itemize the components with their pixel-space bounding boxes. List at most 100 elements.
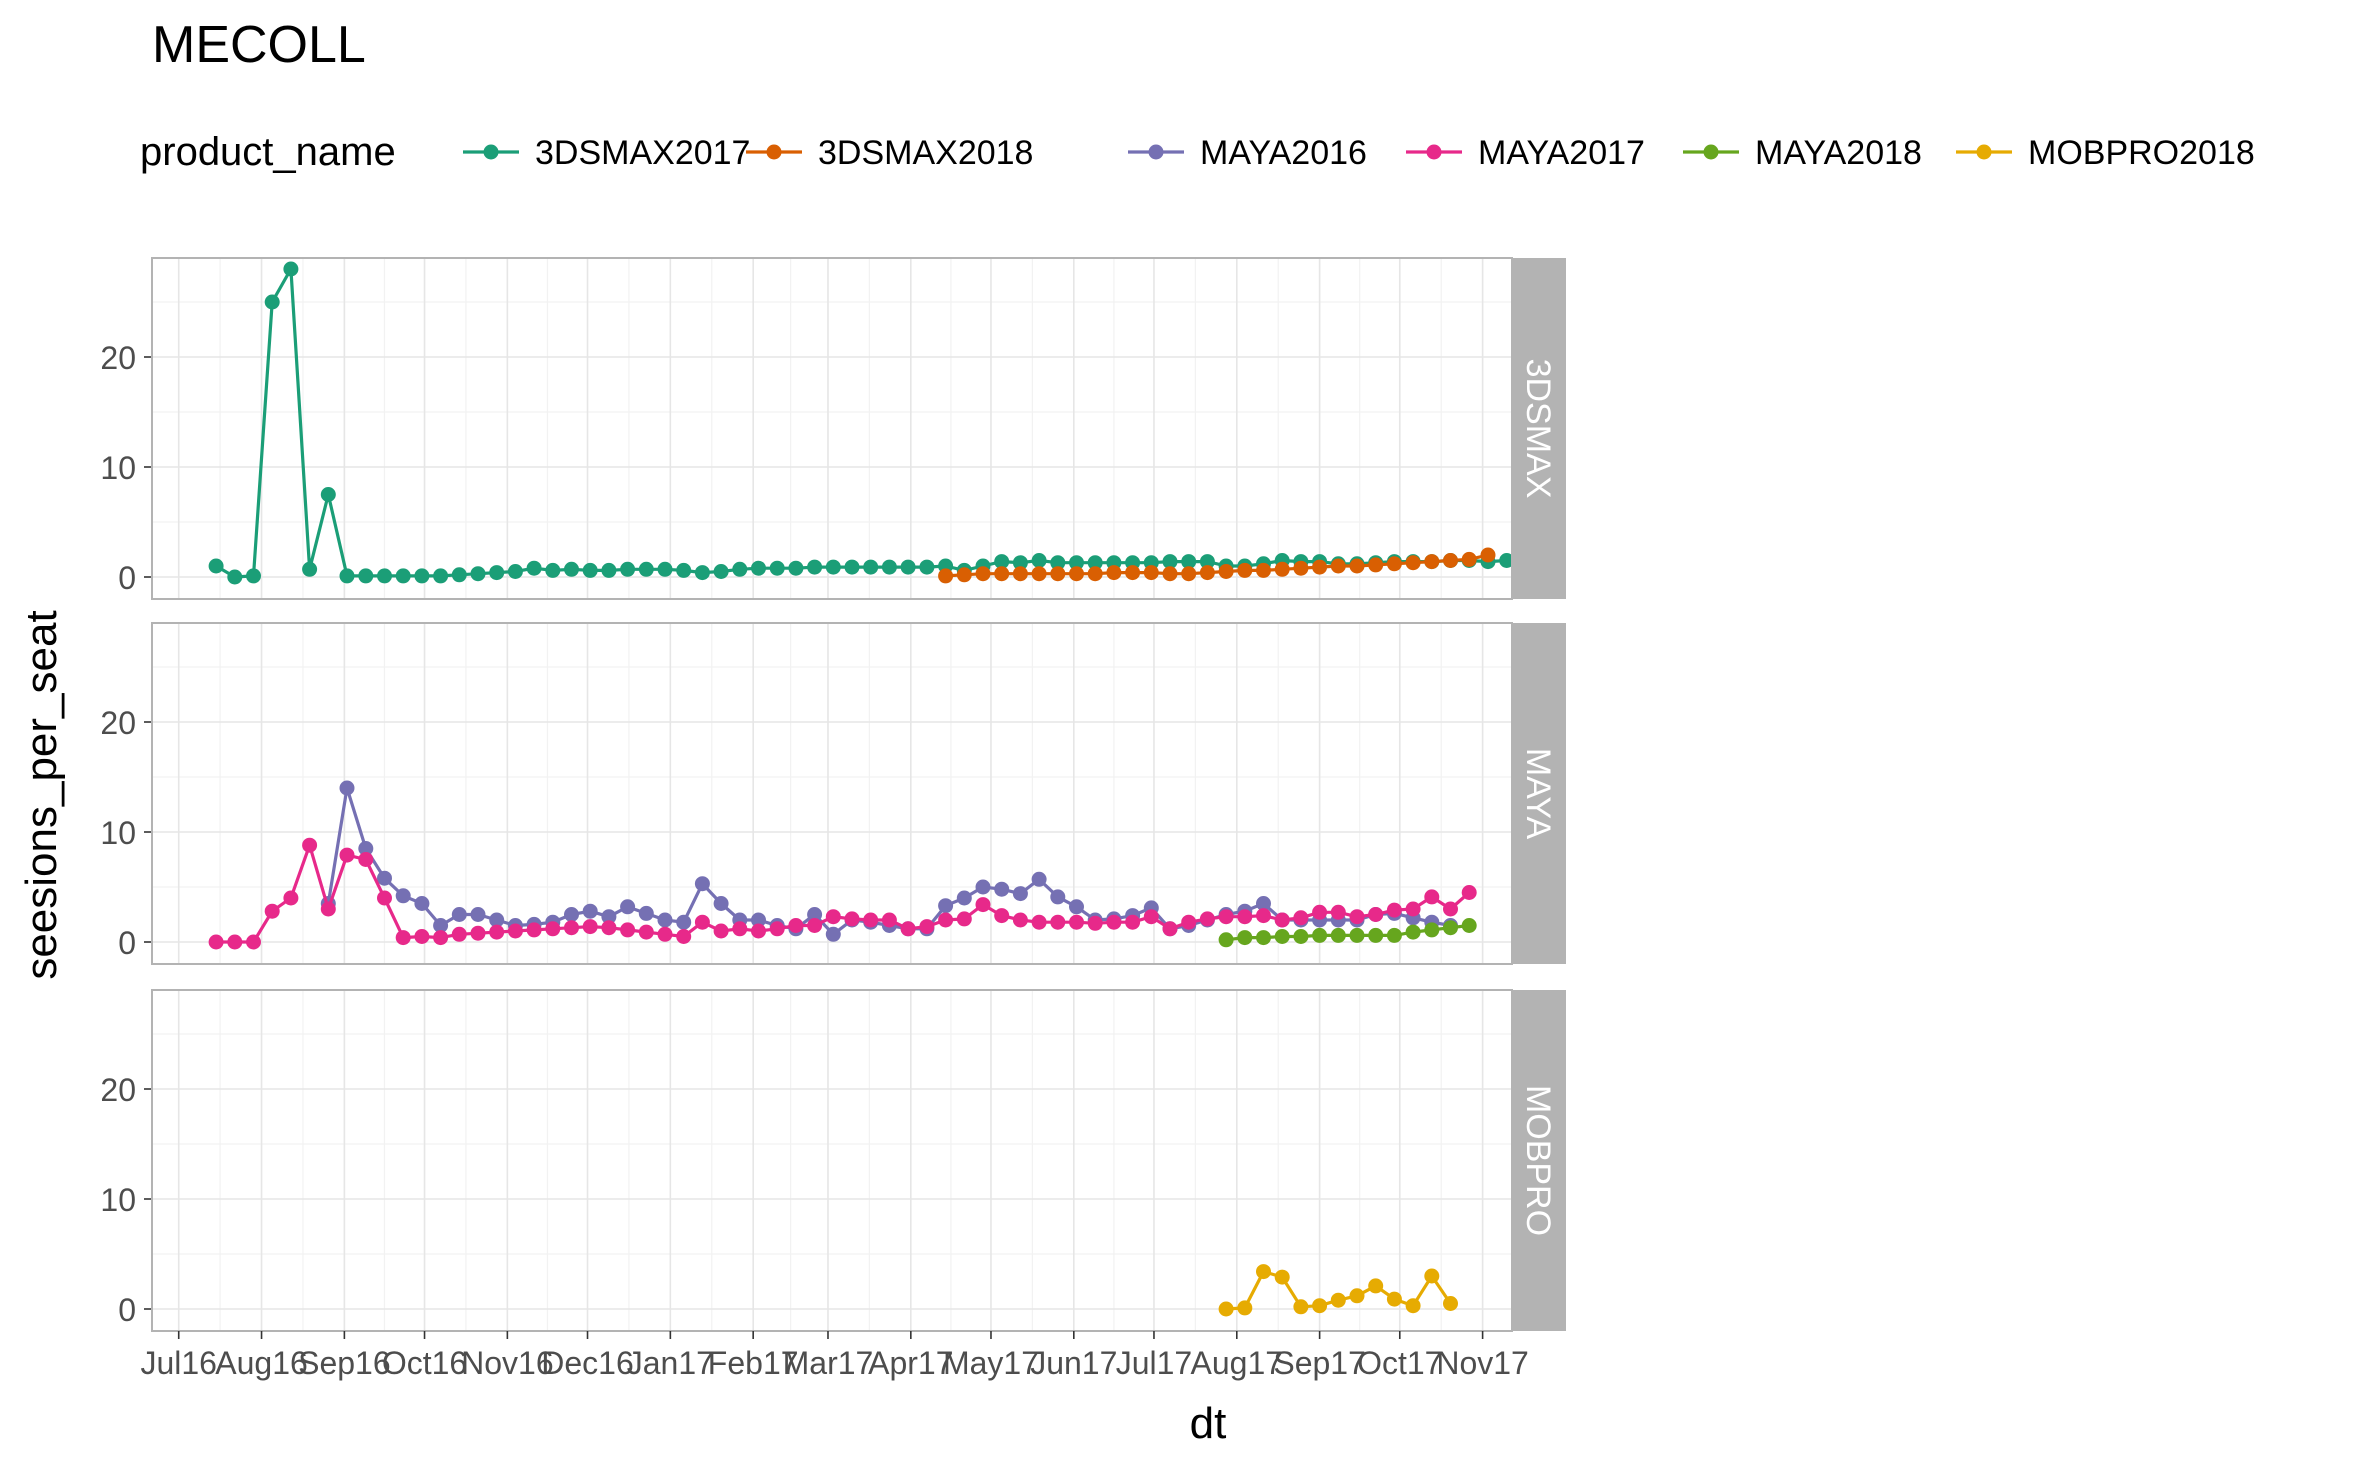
data-point-maya2017 xyxy=(1181,914,1197,930)
data-point-maya2017 xyxy=(526,922,542,938)
data-point-3dsmax2017 xyxy=(844,559,860,575)
data-point-maya2017 xyxy=(1424,889,1440,905)
y-tick-label: 10 xyxy=(100,450,136,486)
panel-background xyxy=(152,623,1512,964)
data-point-maya2018 xyxy=(1386,927,1402,943)
data-point-maya2017 xyxy=(1368,907,1384,922)
data-point-maya2017 xyxy=(1349,909,1365,925)
data-point-maya2017 xyxy=(1443,901,1458,917)
data-point-maya2017 xyxy=(545,921,561,937)
data-point-maya2016 xyxy=(994,881,1010,897)
data-point-3dsmax2018 xyxy=(1143,565,1159,581)
data-point-maya2016 xyxy=(751,912,766,928)
data-point-maya2017 xyxy=(451,926,467,942)
data-point-maya2017 xyxy=(657,926,673,942)
data-point-3dsmax2018 xyxy=(1386,556,1402,572)
x-tick-label: Oct17 xyxy=(1357,1345,1442,1381)
data-point-3dsmax2017 xyxy=(638,561,654,577)
data-point-mobpro2018 xyxy=(1312,1298,1328,1314)
data-point-maya2017 xyxy=(377,890,392,906)
data-point-3dsmax2017 xyxy=(564,561,579,577)
panel-3dsmax: 0 10 20 3DSMAX xyxy=(100,257,1566,600)
data-point-maya2017 xyxy=(470,925,486,941)
data-point-3dsmax2018 xyxy=(1368,557,1384,573)
data-point-maya2017 xyxy=(638,924,654,940)
data-point-3dsmax2017 xyxy=(994,554,1010,570)
panel-background xyxy=(152,990,1512,1331)
data-point-3dsmax2017 xyxy=(227,569,243,585)
data-point-maya2018 xyxy=(1274,929,1290,944)
x-tick-label: Mar17 xyxy=(783,1345,874,1381)
data-point-3dsmax2017 xyxy=(1162,554,1178,570)
facet-panels: 0 10 20 3DSMAX 0 10 20 MAYA 0 10 20 MOBPRO xyxy=(100,257,1566,1332)
data-point-maya2017 xyxy=(320,901,336,917)
legend-item-maya2017: MAYA2017 xyxy=(1406,134,1645,172)
data-point-maya2018 xyxy=(1368,927,1384,943)
data-point-maya2017 xyxy=(507,923,523,939)
data-point-maya2017 xyxy=(1199,911,1215,927)
data-point-3dsmax2018 xyxy=(1031,566,1047,582)
data-point-3dsmax2018 xyxy=(1237,562,1253,578)
data-point-3dsmax2018 xyxy=(1274,561,1290,577)
data-point-maya2017 xyxy=(1293,910,1309,926)
data-point-maya2016 xyxy=(601,909,617,925)
data-point-maya2018 xyxy=(1218,932,1234,948)
legend-key-point xyxy=(1703,144,1719,160)
facet-strip xyxy=(1512,258,1566,599)
data-point-maya2016 xyxy=(1050,889,1066,905)
data-point-maya2017 xyxy=(919,919,935,935)
data-point-maya2018 xyxy=(1424,922,1440,938)
data-point-maya2017 xyxy=(489,924,505,940)
legend-key-point xyxy=(483,144,499,160)
data-point-3dsmax2017 xyxy=(601,562,617,578)
data-point-3dsmax2018 xyxy=(1181,566,1197,582)
data-point-maya2016 xyxy=(1256,896,1271,911)
data-point-3dsmax2017 xyxy=(620,561,636,577)
data-point-3dsmax2017 xyxy=(900,559,916,575)
data-point-3dsmax2017 xyxy=(208,558,224,574)
data-point-maya2017 xyxy=(582,919,598,935)
data-point-3dsmax2017 xyxy=(582,562,598,578)
y-tick-label: 0 xyxy=(118,560,136,596)
facet-strip xyxy=(1512,623,1566,964)
legend-label: 3DSMAX2017 xyxy=(535,134,750,172)
data-point-3dsmax2017 xyxy=(881,559,897,575)
data-point-maya2017 xyxy=(1237,909,1253,925)
data-point-maya2017 xyxy=(751,923,766,939)
data-point-maya2017 xyxy=(994,908,1010,924)
data-point-maya2016 xyxy=(938,898,954,914)
data-point-maya2016 xyxy=(395,888,411,904)
data-point-3dsmax2018 xyxy=(1218,564,1234,579)
data-point-maya2017 xyxy=(1031,914,1047,930)
data-point-maya2017 xyxy=(433,930,449,946)
data-point-3dsmax2018 xyxy=(1012,566,1028,582)
data-point-3dsmax2018 xyxy=(1256,562,1271,578)
data-point-maya2017 xyxy=(302,837,318,853)
data-point-maya2016 xyxy=(638,905,654,921)
data-point-3dsmax2018 xyxy=(1312,559,1328,575)
data-point-3dsmax2017 xyxy=(451,567,467,583)
panel-maya: 0 10 20 MAYA xyxy=(100,622,1566,965)
data-point-mobpro2018 xyxy=(1368,1278,1384,1294)
data-point-3dsmax2018 xyxy=(1405,555,1421,571)
data-point-maya2017 xyxy=(1386,902,1402,918)
data-point-maya2018 xyxy=(1349,927,1365,943)
data-point-maya2017 xyxy=(1256,908,1271,924)
data-point-3dsmax2017 xyxy=(395,568,411,584)
data-point-maya2016 xyxy=(657,912,673,928)
x-tick-label: Apr17 xyxy=(868,1345,953,1381)
data-point-3dsmax2018 xyxy=(1050,566,1066,582)
data-point-3dsmax2017 xyxy=(657,561,673,577)
x-tick-label: Jul16 xyxy=(140,1345,217,1381)
x-tick-label: Aug17 xyxy=(1191,1345,1284,1381)
data-point-maya2017 xyxy=(395,930,411,946)
data-point-maya2017 xyxy=(1461,885,1477,900)
data-point-maya2017 xyxy=(1330,904,1346,920)
data-point-mobpro2018 xyxy=(1274,1269,1290,1285)
data-point-maya2017 xyxy=(1405,901,1421,917)
x-tick-label: Jul17 xyxy=(1116,1345,1193,1381)
data-point-maya2018 xyxy=(1237,930,1253,946)
x-tick-label: Jan17 xyxy=(627,1345,714,1381)
data-point-3dsmax2018 xyxy=(1106,565,1122,581)
